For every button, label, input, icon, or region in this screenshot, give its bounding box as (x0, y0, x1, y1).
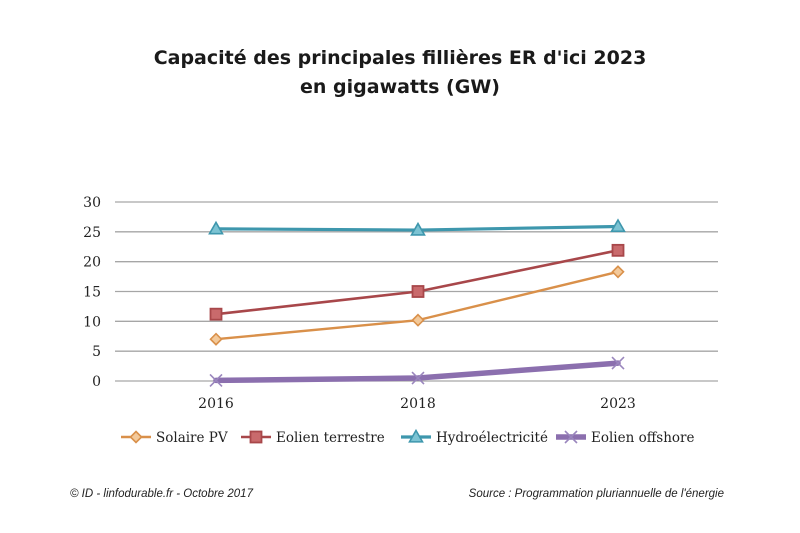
data-point (411, 285, 425, 298)
data-point (611, 243, 625, 257)
legend-marker (564, 430, 578, 444)
data-point (411, 371, 425, 385)
marker-stroke (209, 373, 223, 387)
series-line-0 (214, 270, 620, 341)
y-tick-label: 0 (92, 374, 101, 390)
data-point (209, 332, 223, 346)
y-tick-label: 15 (83, 285, 101, 301)
data-point (611, 356, 625, 370)
data-point (209, 373, 223, 387)
data-point (209, 307, 223, 321)
data-point (611, 265, 625, 279)
legend-marker (408, 428, 424, 443)
data-point (610, 218, 626, 233)
data-point (410, 221, 426, 236)
legend-label: Eolien offshore (591, 430, 695, 446)
marker-stroke (611, 356, 625, 370)
x-tick-label: 2016 (198, 396, 234, 412)
legend-marker (249, 430, 263, 444)
legend-marker (129, 430, 143, 444)
legend-label: Eolien terrestre (276, 430, 385, 446)
marker-stroke (564, 430, 578, 444)
y-tick-label: 25 (83, 225, 101, 241)
series-line-1 (214, 249, 620, 316)
x-tick-label: 2018 (400, 396, 436, 412)
footer-credit: © ID - linfodurable.fr - Octobre 2017 (70, 488, 253, 500)
x-tick-label: 2023 (600, 396, 636, 412)
data-point (208, 220, 224, 235)
legend-label: Hydroélectricité (436, 430, 548, 446)
legend-label: Solaire PV (156, 430, 228, 446)
y-tick-label: 5 (92, 344, 101, 360)
chart-subtitle: en gigawatts (GW) (300, 76, 500, 98)
marker-stroke (411, 371, 425, 385)
y-tick-label: 10 (83, 314, 101, 330)
chart-title-block: Capacité des principales fillières ER d'… (0, 44, 800, 102)
y-tick-label: 30 (83, 195, 101, 211)
y-tick-label: 20 (83, 255, 101, 271)
chart-title: Capacité des principales fillières ER d'… (153, 47, 647, 69)
footer-source: Source : Programmation pluriannuelle de … (468, 488, 724, 500)
data-point (411, 313, 425, 327)
